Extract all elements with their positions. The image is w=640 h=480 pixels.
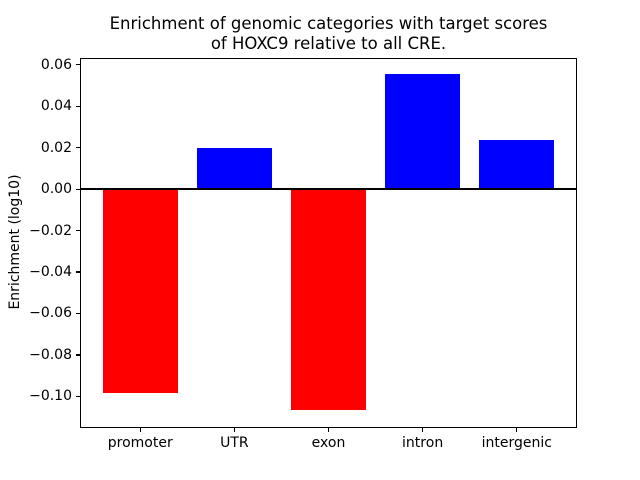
- y-tick-label: 0.02: [40, 139, 72, 156]
- y-tick-label: 0.00: [40, 181, 72, 198]
- y-tick-mark: [76, 64, 80, 66]
- y-tick-label: −0.10: [29, 388, 72, 405]
- y-tick-mark: [76, 105, 80, 107]
- x-tick-mark: [233, 427, 235, 432]
- x-tick-label-exon: exon: [311, 434, 346, 451]
- x-tick-mark: [422, 427, 424, 432]
- y-tick-mark: [76, 312, 80, 315]
- bar-UTR: [196, 147, 273, 190]
- y-tick-mark: [76, 354, 80, 356]
- x-tick-label-intergenic: intergenic: [481, 434, 552, 451]
- x-tick-mark: [327, 427, 330, 432]
- y-tick-label: 0.06: [40, 56, 72, 73]
- y-tick-label: −0.02: [29, 222, 72, 239]
- y-tick-label: −0.04: [29, 264, 72, 281]
- x-tick-mark: [139, 427, 141, 432]
- y-tick-label: −0.08: [29, 346, 72, 363]
- y-tick-label: −0.06: [29, 305, 72, 322]
- x-tick-label-intron: intron: [402, 434, 444, 451]
- y-tick-mark: [76, 271, 80, 273]
- bar-promoter: [102, 189, 178, 394]
- x-tick-mark: [516, 427, 518, 432]
- chart-title: Enrichment of genomic categories with ta…: [109, 14, 548, 53]
- bar-intron: [384, 74, 461, 190]
- bar-intergenic: [479, 139, 555, 190]
- bar-exon: [290, 189, 367, 410]
- y-tick-mark: [76, 147, 80, 149]
- y-tick-mark: [76, 188, 80, 190]
- x-tick-label-UTR: UTR: [220, 434, 249, 451]
- y-tick-label: 0.04: [40, 98, 72, 115]
- y-tick-mark: [76, 229, 80, 232]
- zero-baseline: [80, 188, 577, 191]
- x-tick-label-promoter: promoter: [107, 434, 173, 451]
- y-tick-mark: [76, 395, 80, 397]
